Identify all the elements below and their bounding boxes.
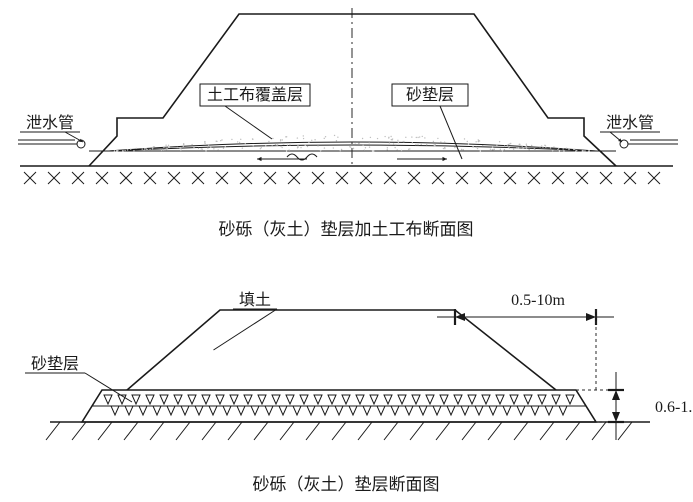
label-drain-right: 泄水管 [606,114,654,132]
embankment-2-outline [127,310,556,390]
dim-width: 0.5-10m [511,292,565,309]
label-sand: 砂垫层 [406,86,454,104]
label-cover: 土工布覆盖层 [207,86,303,104]
caption-1: 砂砾（灰土）垫层加土工布断面图 [219,220,474,239]
label-drain-left: 泄水管 [26,114,74,132]
label-cushion-2: 砂垫层 [31,355,79,373]
label-fill: 填土 [239,291,271,309]
caption-2: 砂砾（灰土）垫层断面图 [253,475,440,494]
dim-height: 0.6-1.0m [655,399,693,416]
